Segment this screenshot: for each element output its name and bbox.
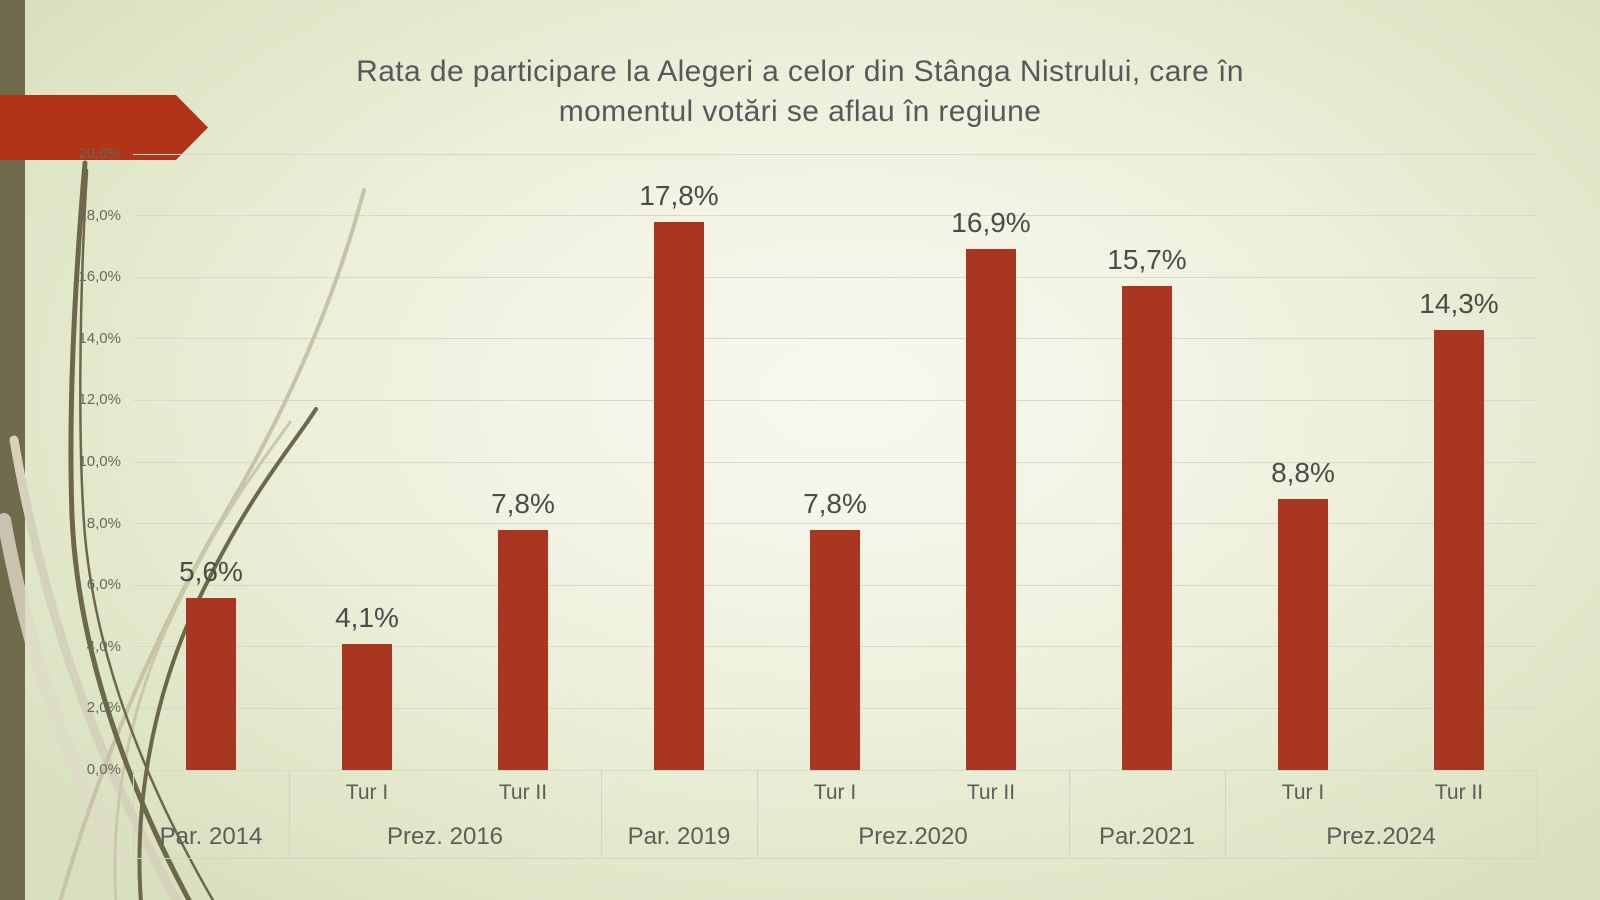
gridline bbox=[133, 153, 1537, 155]
y-axis-tick-label: 6,0% bbox=[86, 576, 121, 594]
group-category-label: Par. 2014 bbox=[159, 823, 263, 850]
group-category-label: Prez. 2016 bbox=[386, 823, 504, 850]
y-axis-tick-label: 18,0% bbox=[78, 206, 121, 224]
axis-divider bbox=[1068, 770, 1070, 858]
bar-value-label: 7,8% bbox=[803, 488, 867, 519]
bar bbox=[1434, 330, 1484, 770]
gridline bbox=[133, 461, 1537, 463]
bar bbox=[810, 530, 860, 770]
y-axis-tick-label: 14,0% bbox=[78, 329, 121, 347]
y-axis-tick-label: 12,0% bbox=[78, 391, 121, 409]
y-axis-tick-label: 16,0% bbox=[78, 268, 121, 286]
bar-value-label: 8,8% bbox=[1271, 457, 1335, 488]
gridline bbox=[133, 523, 1537, 525]
y-axis-tick-label: 2,0% bbox=[86, 699, 121, 717]
bar-value-label: 17,8% bbox=[639, 180, 719, 211]
group-category-label: Par. 2019 bbox=[627, 823, 731, 850]
sub-category-label: Tur I bbox=[345, 781, 389, 804]
bar-value-label: 7,8% bbox=[491, 488, 555, 519]
y-axis-tick-label: 0,0% bbox=[86, 761, 121, 778]
axis-divider bbox=[1224, 770, 1226, 858]
axis-divider bbox=[132, 770, 134, 858]
gridline bbox=[133, 215, 1537, 217]
axis-bottom-border bbox=[133, 857, 1537, 859]
y-axis-tick-label: 8,0% bbox=[86, 514, 121, 532]
sub-category-label: Tur II bbox=[966, 781, 1016, 804]
gridline bbox=[133, 276, 1537, 278]
bar bbox=[966, 249, 1016, 770]
group-category-label: Par.2021 bbox=[1098, 823, 1196, 850]
y-axis-tick-label: 4,0% bbox=[86, 637, 121, 655]
bar-value-label: 15,7% bbox=[1107, 244, 1187, 275]
chart-title-line1: Rata de participare la Alegeri a celor d… bbox=[356, 55, 1244, 88]
bar bbox=[654, 222, 704, 770]
bar-value-label: 4,1% bbox=[335, 602, 399, 633]
axis-divider bbox=[288, 770, 290, 858]
sub-category-label: Tur II bbox=[498, 781, 548, 804]
gridline bbox=[133, 399, 1537, 401]
bar bbox=[1122, 286, 1172, 770]
bar bbox=[1278, 499, 1328, 770]
gridline bbox=[133, 769, 1537, 771]
bar bbox=[498, 530, 548, 770]
bar-value-label: 16,9% bbox=[951, 207, 1031, 238]
y-axis-tick-label: 10,0% bbox=[78, 453, 121, 470]
bar bbox=[186, 598, 236, 770]
sub-category-label: Tur I bbox=[813, 781, 857, 804]
sub-category-label: Tur II bbox=[1434, 781, 1484, 804]
group-category-label: Prez.2020 bbox=[858, 823, 968, 850]
chart-title: Rata de participare la Alegeri a celor d… bbox=[140, 52, 1460, 132]
sub-category-label: Tur I bbox=[1281, 781, 1325, 804]
bar-value-label: 5,6% bbox=[179, 556, 243, 587]
axis-divider bbox=[1536, 770, 1538, 858]
group-category-label: Prez.2024 bbox=[1326, 823, 1436, 850]
gridline bbox=[133, 338, 1537, 340]
axis-divider bbox=[756, 770, 758, 858]
axis-divider bbox=[600, 770, 602, 858]
y-axis-tick-label: 20,0% bbox=[78, 145, 121, 162]
bar bbox=[342, 644, 392, 770]
chart-title-line2: momentul votări se aflau în regiune bbox=[558, 95, 1042, 128]
bar-value-label: 14,3% bbox=[1419, 288, 1499, 319]
